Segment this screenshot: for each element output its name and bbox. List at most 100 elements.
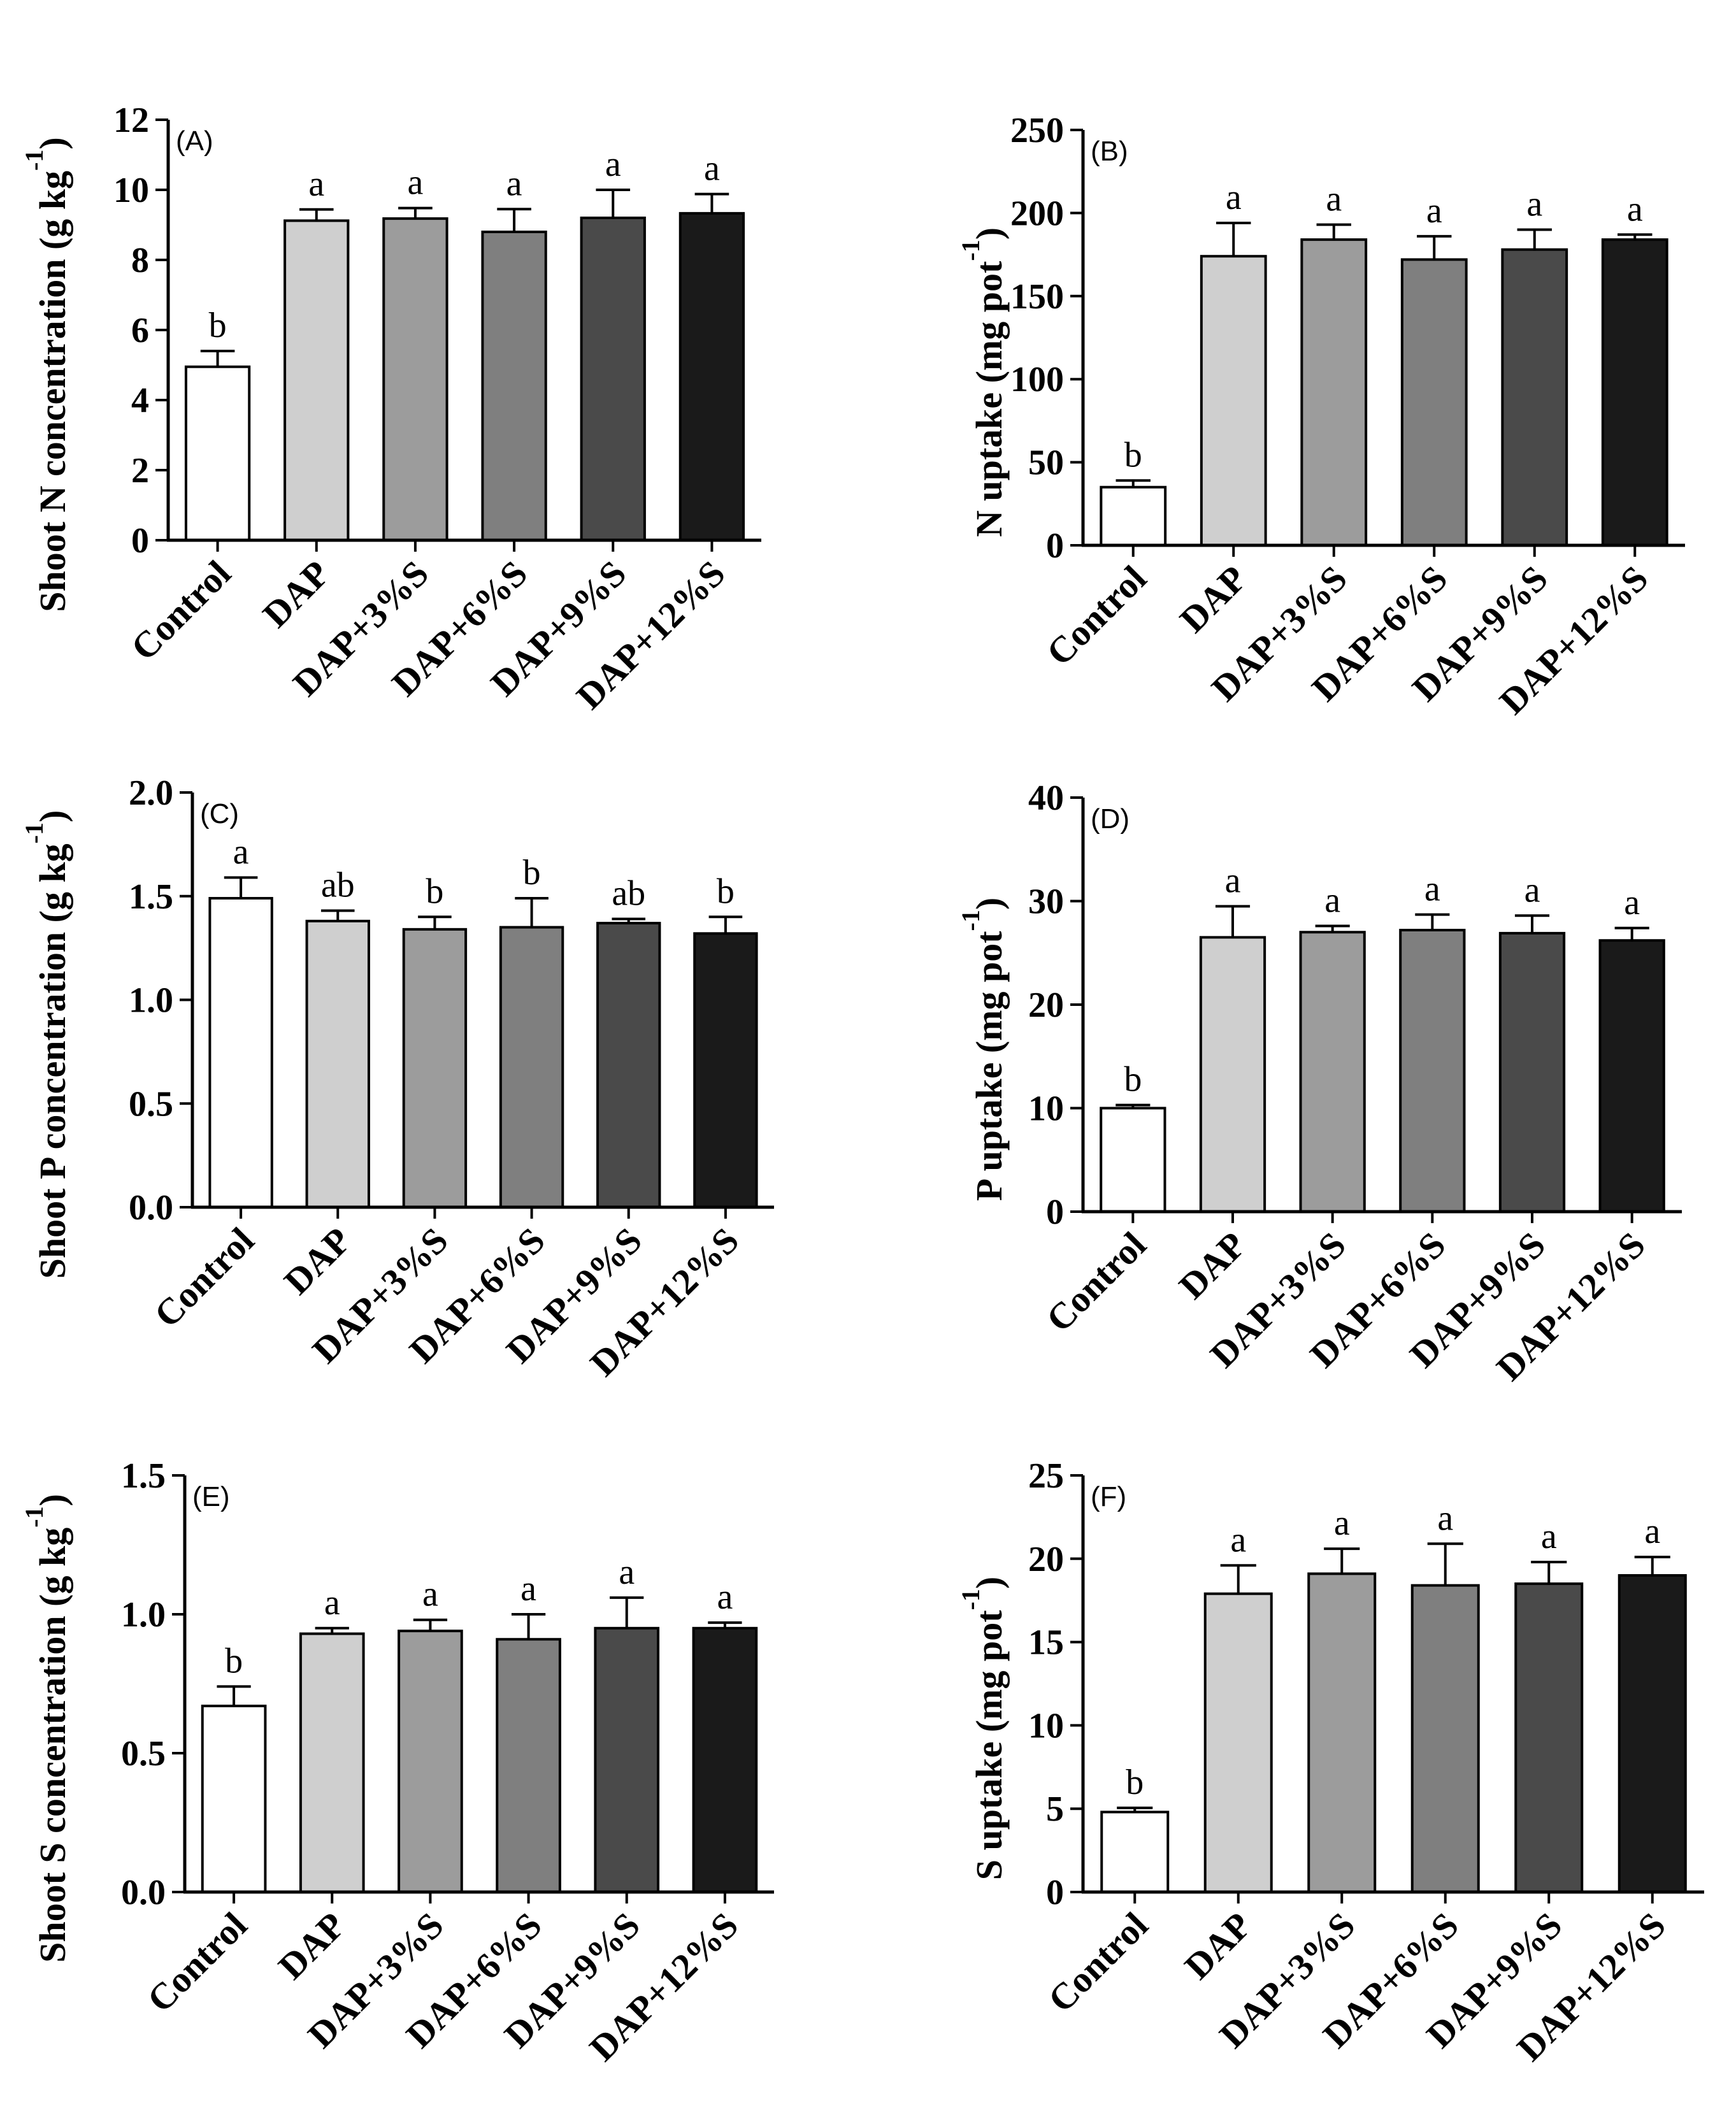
y-tick-label-2: 20 xyxy=(1028,986,1064,1025)
y-axis-title-superscript: -1 xyxy=(956,1589,985,1610)
bar-4 xyxy=(580,217,646,541)
significance-label-5: a xyxy=(1624,883,1640,922)
significance-label-4: a xyxy=(1541,1517,1557,1556)
y-tick-label-0: 0 xyxy=(1046,1873,1064,1912)
bar-3 xyxy=(1399,929,1466,1213)
y-axis-title: Shoot N concentration (g kg-1) xyxy=(20,137,73,612)
panel-label: (B) xyxy=(1091,136,1128,167)
significance-label-3: a xyxy=(1437,1498,1453,1538)
y-tick-label-1: 0.5 xyxy=(121,1734,166,1774)
category-label-1: DAP xyxy=(270,1904,353,1987)
bar-1 xyxy=(283,219,350,541)
bar-1 xyxy=(1203,1592,1273,1894)
significance-label-4: a xyxy=(1526,184,1542,224)
y-axis-title-close: ) xyxy=(968,898,1010,910)
y-axis-title-superscript: -1 xyxy=(20,1506,48,1527)
y-axis-title: Shoot S concentration (g kg-1) xyxy=(20,1494,73,1963)
y-tick-label-3: 30 xyxy=(1028,882,1064,922)
significance-label-2: a xyxy=(407,163,423,203)
bar-2 xyxy=(1300,238,1368,547)
bar-2 xyxy=(398,1630,463,1893)
y-axis-title: N uptake (mg pot-1) xyxy=(956,227,1010,537)
y-tick-label-1: 10 xyxy=(1028,1089,1064,1129)
significance-label-0: b xyxy=(1124,1060,1142,1100)
y-axis-title-close: ) xyxy=(968,1577,1010,1589)
y-axis-title-text: Shoot N concentration (g kg xyxy=(32,171,73,612)
category-label-0: Control xyxy=(146,1219,262,1335)
significance-label-1: a xyxy=(1230,1520,1246,1559)
bar-0 xyxy=(1100,485,1167,547)
bar-3 xyxy=(1410,1584,1480,1893)
bar-1 xyxy=(1199,936,1266,1213)
y-tick-label-6: 12 xyxy=(113,101,149,140)
chart-panel-f: bControlaDAPaDAP+3%SaDAP+6%SaDAP+9%SaDAP… xyxy=(956,1456,1704,2069)
y-axis-title-close: ) xyxy=(32,137,73,149)
significance-label-3: a xyxy=(1426,191,1442,231)
y-tick-label-0: 0.0 xyxy=(129,1188,173,1228)
y-axis-title-close: ) xyxy=(32,1494,73,1506)
y-axis-title-text: Shoot S concentration (g kg xyxy=(32,1528,73,1963)
significance-label-5: a xyxy=(704,149,720,189)
bar-2 xyxy=(402,928,468,1208)
significance-label-1: ab xyxy=(321,866,355,905)
chart-panel-d: bControlaDAPaDAP+3%SaDAP+6%SaDAP+9%SaDAP… xyxy=(956,778,1682,1389)
category-label-1: DAP xyxy=(1177,1904,1259,1987)
category-label-1: DAP xyxy=(1171,1224,1254,1307)
significance-label-4: a xyxy=(1524,870,1540,910)
bar-0 xyxy=(1100,1107,1166,1213)
y-axis-title-text: Shoot P concentration (g kg xyxy=(32,843,73,1279)
significance-label-0: a xyxy=(233,832,249,871)
bar-4 xyxy=(1514,1582,1584,1894)
chart-panel-e: bControlaDAPaDAP+3%SaDAP+6%SaDAP+9%SaDAP… xyxy=(20,1456,774,2069)
significance-label-5: b xyxy=(717,871,735,911)
y-tick-label-1: 2 xyxy=(131,451,149,491)
bar-1 xyxy=(299,1632,365,1894)
significance-label-5: a xyxy=(1627,189,1643,229)
significance-label-3: a xyxy=(520,1569,536,1609)
y-axis-title-text: P uptake (mg pot xyxy=(968,931,1010,1201)
y-tick-label-1: 50 xyxy=(1028,443,1064,483)
panel-label: (D) xyxy=(1091,803,1130,835)
significance-label-0: b xyxy=(1126,1763,1144,1802)
y-axis-title-superscript: -1 xyxy=(956,240,985,261)
significance-label-2: b xyxy=(426,871,443,911)
significance-label-5: a xyxy=(717,1577,733,1617)
bar-3 xyxy=(499,926,564,1208)
chart-panel-b: bControlaDAPaDAP+3%SaDAP+6%SaDAP+9%SaDAP… xyxy=(956,111,1685,722)
chart-panel-c: aControlabDAPbDAP+3%SbDAP+6%SabDAP+9%SbD… xyxy=(20,773,774,1384)
category-label-1: DAP xyxy=(276,1219,359,1302)
panel-label: (C) xyxy=(200,798,239,829)
y-tick-label-0: 0 xyxy=(1046,1193,1064,1232)
significance-label-1: a xyxy=(1225,861,1241,901)
significance-label-0: b xyxy=(225,1641,243,1681)
significance-label-2: a xyxy=(1324,881,1340,921)
significance-label-4: ab xyxy=(612,874,645,914)
y-tick-label-5: 25 xyxy=(1028,1456,1064,1496)
y-tick-label-5: 250 xyxy=(1010,111,1064,150)
category-label-1: DAP xyxy=(1172,557,1254,640)
bar-0 xyxy=(201,1704,267,1893)
bar-0 xyxy=(208,897,273,1208)
y-axis-title-text: S uptake (mg pot xyxy=(968,1610,1010,1880)
significance-label-1: a xyxy=(308,164,324,204)
significance-label-0: b xyxy=(1124,435,1142,475)
y-tick-label-0: 0.0 xyxy=(121,1873,166,1912)
bar-3 xyxy=(481,231,547,541)
bar-2 xyxy=(1307,1572,1377,1893)
bar-0 xyxy=(1100,1810,1170,1893)
bar-4 xyxy=(596,922,661,1208)
y-tick-label-4: 200 xyxy=(1010,194,1064,233)
y-tick-label-4: 2.0 xyxy=(129,773,173,813)
significance-label-2: a xyxy=(1326,180,1342,219)
significance-label-3: a xyxy=(1424,870,1440,909)
category-label-0: Control xyxy=(139,1904,255,2020)
y-axis-title-superscript: -1 xyxy=(20,822,48,843)
significance-label-2: a xyxy=(422,1575,438,1614)
significance-label-4: a xyxy=(605,145,621,184)
y-tick-label-4: 40 xyxy=(1028,778,1064,818)
y-tick-label-2: 10 xyxy=(1028,1706,1064,1746)
y-tick-label-3: 150 xyxy=(1010,277,1064,317)
bar-3 xyxy=(496,1638,561,1893)
significance-label-0: b xyxy=(209,306,227,345)
